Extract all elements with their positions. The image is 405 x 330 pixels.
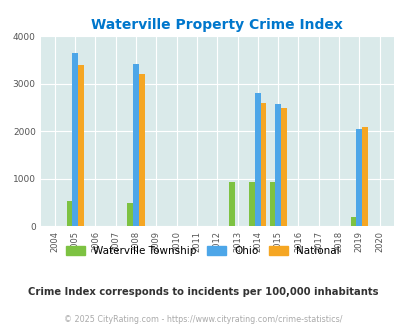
Bar bbox=[361, 127, 367, 226]
Bar bbox=[260, 103, 266, 226]
Bar bbox=[139, 74, 144, 226]
Bar bbox=[133, 64, 139, 226]
Legend: Waterville Township, Ohio, National: Waterville Township, Ohio, National bbox=[62, 242, 343, 260]
Bar bbox=[254, 93, 260, 226]
Bar bbox=[66, 201, 72, 226]
Bar bbox=[78, 65, 83, 226]
Bar bbox=[356, 129, 361, 226]
Bar bbox=[350, 217, 356, 226]
Title: Waterville Property Crime Index: Waterville Property Crime Index bbox=[91, 18, 342, 32]
Text: © 2025 CityRating.com - https://www.cityrating.com/crime-statistics/: © 2025 CityRating.com - https://www.city… bbox=[64, 315, 341, 324]
Bar bbox=[72, 53, 78, 226]
Bar bbox=[249, 182, 254, 226]
Bar bbox=[275, 104, 280, 226]
Bar bbox=[228, 182, 234, 226]
Bar bbox=[127, 203, 133, 226]
Bar bbox=[280, 108, 286, 226]
Bar bbox=[269, 182, 275, 226]
Text: Crime Index corresponds to incidents per 100,000 inhabitants: Crime Index corresponds to incidents per… bbox=[28, 287, 377, 297]
